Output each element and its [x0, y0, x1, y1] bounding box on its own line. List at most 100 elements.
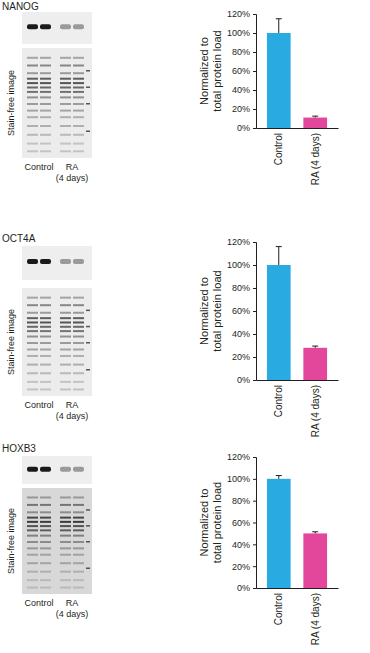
x-axis: ControlRA (4 days): [257, 128, 339, 185]
y-tick-label: 20%: [232, 562, 250, 572]
marker-band: [86, 509, 90, 511]
stain-free-band: [40, 517, 51, 519]
bar: [267, 479, 291, 588]
stain-free-band: [73, 547, 84, 549]
stain-free-band: [73, 511, 84, 513]
y-tick-mark: [253, 357, 256, 358]
stain-free-band: [27, 571, 38, 573]
blot-band: [73, 259, 84, 264]
y-tick-label: 20%: [232, 352, 250, 362]
y-tick-mark: [253, 71, 256, 72]
lane-label: Control: [24, 598, 53, 608]
blot-band: [73, 467, 84, 472]
stain-free-band: [73, 110, 84, 112]
stain-free-band: [40, 336, 51, 338]
marker-band: [86, 369, 90, 371]
y-tick-mark: [253, 128, 256, 129]
blot-band: [40, 259, 51, 264]
y-tick: 100%: [227, 260, 256, 270]
x-tick-label: RA (4 days): [310, 133, 321, 185]
stain-free-band: [73, 381, 84, 383]
stain-free-band: [60, 65, 71, 67]
lane-label: Control: [24, 400, 53, 410]
stain-free-band: [40, 103, 51, 105]
lane-label-line: (4 days): [56, 411, 89, 421]
stain-free-band: [73, 82, 84, 84]
y-tick: 20%: [232, 352, 256, 362]
stain-free-band: [60, 547, 71, 549]
stain-free-band: [60, 364, 71, 366]
stain-free-band: [60, 72, 71, 74]
stain-free-band: [40, 297, 51, 299]
marker-band: [86, 70, 90, 72]
y-axis-title: Normalized tototal protein load: [198, 270, 223, 351]
stain-free-band: [60, 541, 71, 543]
stain-free-band: [40, 96, 51, 98]
blot-band: [73, 24, 84, 29]
bar: [303, 348, 327, 380]
stain-free-band: [40, 72, 51, 74]
blot-band: [27, 24, 38, 29]
stain-free-band: [27, 372, 38, 374]
stain-free-band: [27, 342, 38, 344]
stain-free-band: [60, 297, 71, 299]
y-axis-title-line: Normalized to: [198, 277, 210, 345]
lane-label: RA(4 days): [56, 400, 89, 421]
panel: NANOGStain-free imageControlRA(4 days)0%…: [2, 1, 339, 185]
x-tick: Control: [273, 588, 284, 625]
stain-free-band: [60, 134, 71, 136]
stain-free-band: [40, 91, 51, 93]
marker-band: [86, 310, 90, 312]
error-bar-cap: [276, 18, 282, 19]
stain-free-band: [40, 355, 51, 357]
stain-free-band: [40, 504, 51, 506]
y-tick: 80%: [232, 283, 256, 293]
stain-free-band: [73, 348, 84, 350]
x-tick: RA (4 days): [310, 588, 321, 645]
stain-free-band: [27, 554, 38, 556]
y-tick: 100%: [227, 474, 256, 484]
stain-free-band: [73, 342, 84, 344]
stain-free-band: [73, 72, 84, 74]
plot-marks: [267, 476, 327, 588]
stain-free-band: [40, 562, 51, 564]
stain-free-band: [40, 348, 51, 350]
panel: HOXB3Stain-free imageControlRA(4 days)0%…: [2, 443, 339, 645]
y-tick: 40%: [232, 329, 256, 339]
stain-free-band: [27, 143, 38, 145]
plot-marks: [267, 19, 327, 128]
y-tick: 80%: [232, 47, 256, 57]
lane-label-line: RA: [66, 400, 79, 410]
stain-free-band: [27, 562, 38, 564]
stain-free-band: [27, 297, 38, 299]
stain-free-band: [40, 125, 51, 127]
stain-free-band: [27, 78, 38, 80]
error-bar-cap: [312, 346, 318, 347]
stain-free-band: [73, 116, 84, 118]
stain-free-band: [40, 110, 51, 112]
stain-free-band: [60, 110, 71, 112]
stain-free-band: [60, 342, 71, 344]
stain-free-band: [40, 134, 51, 136]
y-tick-mark: [253, 242, 256, 243]
stain-free-band: [40, 529, 51, 531]
stain-free-band: [27, 525, 38, 527]
stain-free-band: [73, 372, 84, 374]
stain-free-band: [73, 571, 84, 573]
x-axis-line: [257, 128, 339, 129]
stain-free-band: [60, 330, 71, 332]
stain-free-band: [27, 348, 38, 350]
blot-band: [60, 259, 71, 264]
stain-free-band: [40, 381, 51, 383]
stain-free-band: [60, 529, 71, 531]
y-tick: 60%: [232, 518, 256, 528]
x-tick-label: Control: [273, 593, 284, 625]
stain-free-band: [60, 317, 71, 319]
stain-free-band: [73, 326, 84, 328]
y-tick-mark: [253, 501, 256, 502]
stain-free-band: [40, 65, 51, 67]
stain-free-band: [60, 521, 71, 523]
stain-free-band: [27, 96, 38, 98]
stain-free-band: [60, 562, 71, 564]
y-axis-title-line: Normalized to: [198, 37, 210, 105]
